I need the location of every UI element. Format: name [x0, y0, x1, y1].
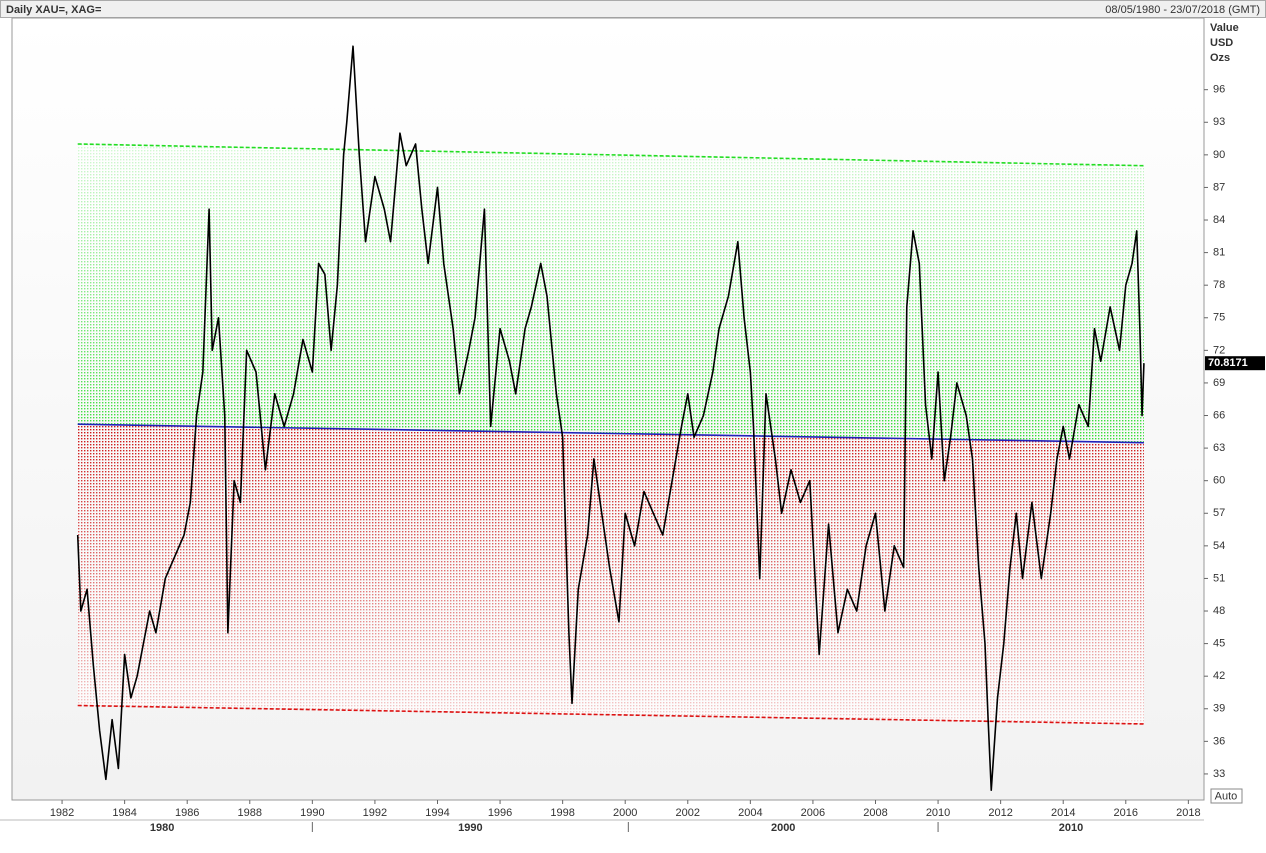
x-tick-label: 2002 — [676, 807, 700, 819]
y-tick-label: 81 — [1213, 247, 1225, 259]
x-tick-label: 1994 — [425, 807, 449, 819]
price-ratio-line — [76, 45, 1145, 792]
x-tick-label: 1990 — [300, 807, 324, 819]
y-tick-label: 45 — [1213, 638, 1225, 650]
x-tick-label: 2018 — [1176, 807, 1200, 819]
y-tick-label: 66 — [1213, 409, 1225, 421]
y-tick-label: 90 — [1213, 149, 1225, 161]
y-tick-label: 60 — [1213, 475, 1225, 487]
y-tick-label: 63 — [1213, 442, 1225, 454]
x-tick-label: 1998 — [550, 807, 574, 819]
x-tick-label: 1982 — [50, 807, 74, 819]
x-tick-label: 2010 — [926, 807, 950, 819]
y-tick-label: 75 — [1213, 312, 1225, 324]
x-tick-label: 2004 — [738, 807, 762, 819]
x-tick-label: 2016 — [1114, 807, 1138, 819]
scale-mode[interactable]: Auto — [1215, 790, 1238, 802]
axis-header: USD — [1210, 37, 1233, 49]
y-tick-label: 78 — [1213, 279, 1225, 291]
decade-label: 2000 — [771, 822, 795, 834]
band-line — [77, 143, 1144, 167]
x-tick-label: 2008 — [863, 807, 887, 819]
last-value-box — [1205, 356, 1265, 371]
last-value-label: 70.8171 — [1208, 357, 1248, 369]
date-range: 08/05/1980 - 23/07/2018 (GMT) — [1105, 4, 1260, 16]
axis-header: Value — [1210, 22, 1239, 34]
header-bar — [0, 0, 1266, 18]
y-tick-label: 36 — [1213, 735, 1225, 747]
x-tick-label: 1984 — [112, 807, 136, 819]
y-tick-label: 51 — [1213, 572, 1225, 584]
upper-zone-fade — [77, 143, 1144, 443]
y-tick-label: 69 — [1213, 377, 1225, 389]
y-tick-label: 93 — [1213, 116, 1225, 128]
y-tick-label: 42 — [1213, 670, 1225, 682]
x-tick-label: 1988 — [238, 807, 262, 819]
y-tick-label: 72 — [1213, 344, 1225, 356]
band-line — [77, 704, 1144, 725]
y-tick-label: 96 — [1213, 84, 1225, 96]
band-line — [77, 423, 1144, 444]
y-tick-label: 33 — [1213, 768, 1225, 780]
y-tick-label: 87 — [1213, 181, 1225, 193]
x-tick-label: 2014 — [1051, 807, 1075, 819]
x-tick-label: 2006 — [801, 807, 825, 819]
chart-title: Daily XAU=, XAG= — [6, 4, 101, 16]
axis-header: Ozs — [1210, 52, 1230, 64]
x-tick-label: 1986 — [175, 807, 199, 819]
x-tick-label: 1996 — [488, 807, 512, 819]
y-tick-label: 84 — [1213, 214, 1225, 226]
decade-label: 2010 — [1059, 822, 1083, 834]
y-tick-label: 54 — [1213, 540, 1225, 552]
x-tick-label: 2012 — [988, 807, 1012, 819]
scale-mode-box[interactable] — [1210, 788, 1243, 804]
decade-label: 1980 — [150, 822, 174, 834]
decade-label: 1990 — [458, 822, 482, 834]
x-tick-label: 1992 — [363, 807, 387, 819]
x-tick-label: 2000 — [613, 807, 637, 819]
y-tick-label: 39 — [1213, 703, 1225, 715]
y-tick-label: 57 — [1213, 507, 1225, 519]
y-tick-label: 48 — [1213, 605, 1225, 617]
